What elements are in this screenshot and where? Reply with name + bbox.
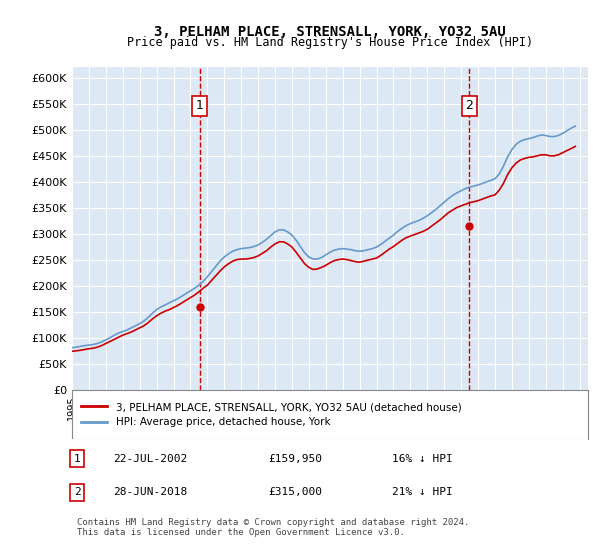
Text: 1: 1 (196, 100, 203, 113)
Text: 1: 1 (74, 454, 80, 464)
Text: £159,950: £159,950 (268, 454, 322, 464)
Legend: 3, PELHAM PLACE, STRENSALL, YORK, YO32 5AU (detached house), HPI: Average price,: 3, PELHAM PLACE, STRENSALL, YORK, YO32 5… (77, 398, 466, 431)
Text: 2: 2 (466, 100, 473, 113)
Text: 28-JUN-2018: 28-JUN-2018 (113, 487, 188, 497)
Text: 21% ↓ HPI: 21% ↓ HPI (392, 487, 452, 497)
Text: £315,000: £315,000 (268, 487, 322, 497)
Text: 22-JUL-2002: 22-JUL-2002 (113, 454, 188, 464)
Text: 3, PELHAM PLACE, STRENSALL, YORK, YO32 5AU: 3, PELHAM PLACE, STRENSALL, YORK, YO32 5… (154, 25, 506, 39)
Text: 2: 2 (74, 487, 80, 497)
Text: Contains HM Land Registry data © Crown copyright and database right 2024.
This d: Contains HM Land Registry data © Crown c… (77, 518, 470, 537)
Text: 16% ↓ HPI: 16% ↓ HPI (392, 454, 452, 464)
Text: Price paid vs. HM Land Registry's House Price Index (HPI): Price paid vs. HM Land Registry's House … (127, 36, 533, 49)
